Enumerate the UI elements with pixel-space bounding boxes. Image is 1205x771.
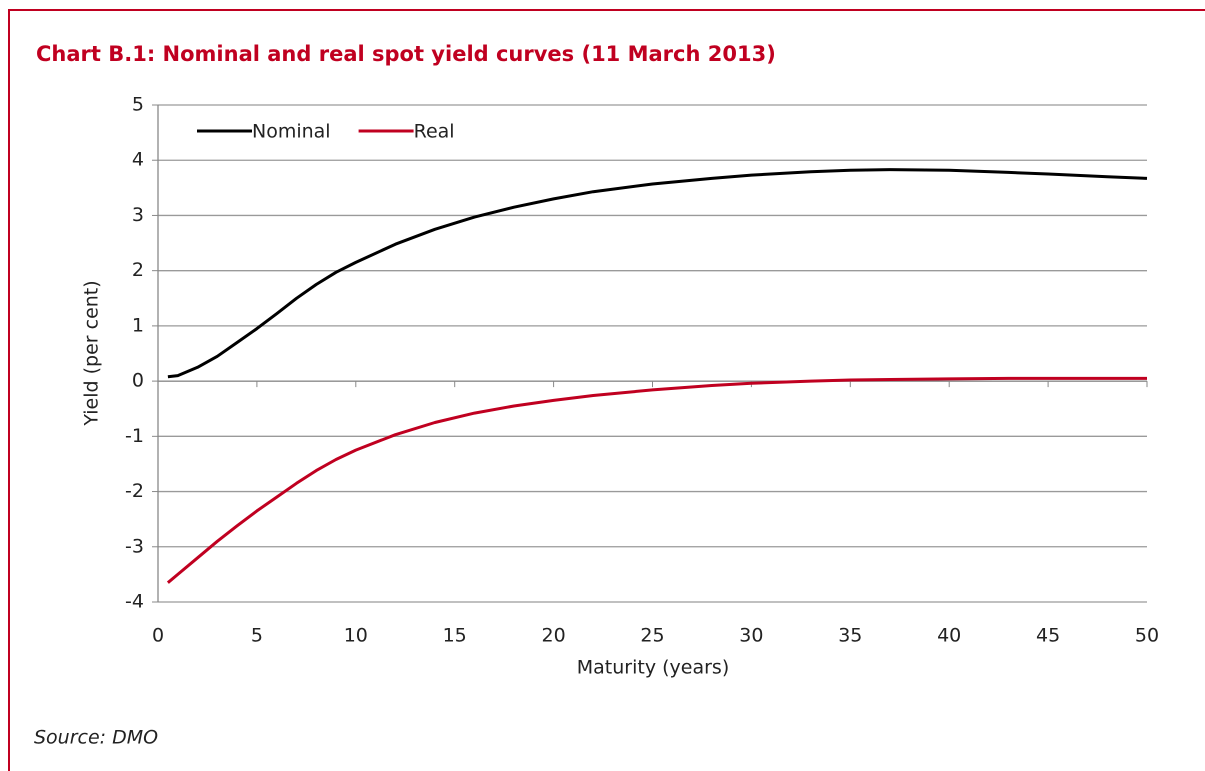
source-note: Source: DMO	[34, 727, 158, 749]
y-tick-label: 5	[132, 94, 144, 116]
x-tick-label: 25	[640, 625, 664, 647]
x-tick-label: 35	[838, 625, 862, 647]
y-tick-label: 0	[132, 370, 144, 392]
y-tick-label: -4	[125, 591, 144, 613]
x-tick-label: 20	[542, 625, 566, 647]
x-tick-label: 10	[344, 625, 368, 647]
y-tick-label: 3	[132, 204, 144, 226]
x-tick-label: 30	[739, 625, 763, 647]
x-tick-label: 0	[152, 625, 164, 647]
y-tick-label: -1	[125, 425, 144, 447]
y-tick-label: 1	[132, 314, 144, 336]
x-tick-label: 15	[443, 625, 467, 647]
y-tick-label: -2	[125, 480, 144, 502]
y-axis-label: Yield (per cent)	[81, 280, 103, 426]
y-tick-label: -3	[125, 535, 144, 557]
legend-label: Real	[414, 121, 455, 143]
line-series	[167, 168, 1148, 379]
legend-label: Nominal	[252, 121, 331, 143]
chart-title: Chart B.1: Nominal and real spot yield c…	[36, 42, 776, 66]
x-tick-label: 45	[1036, 625, 1060, 647]
x-tick-label: 5	[251, 625, 263, 647]
y-tick-label: 4	[132, 149, 144, 171]
x-tick-label: 40	[937, 625, 961, 647]
x-axis-label: Maturity (years)	[577, 657, 729, 679]
y-tick-label: 2	[132, 259, 144, 281]
line-series	[166, 376, 1147, 584]
x-tick-label: 50	[1135, 625, 1159, 647]
